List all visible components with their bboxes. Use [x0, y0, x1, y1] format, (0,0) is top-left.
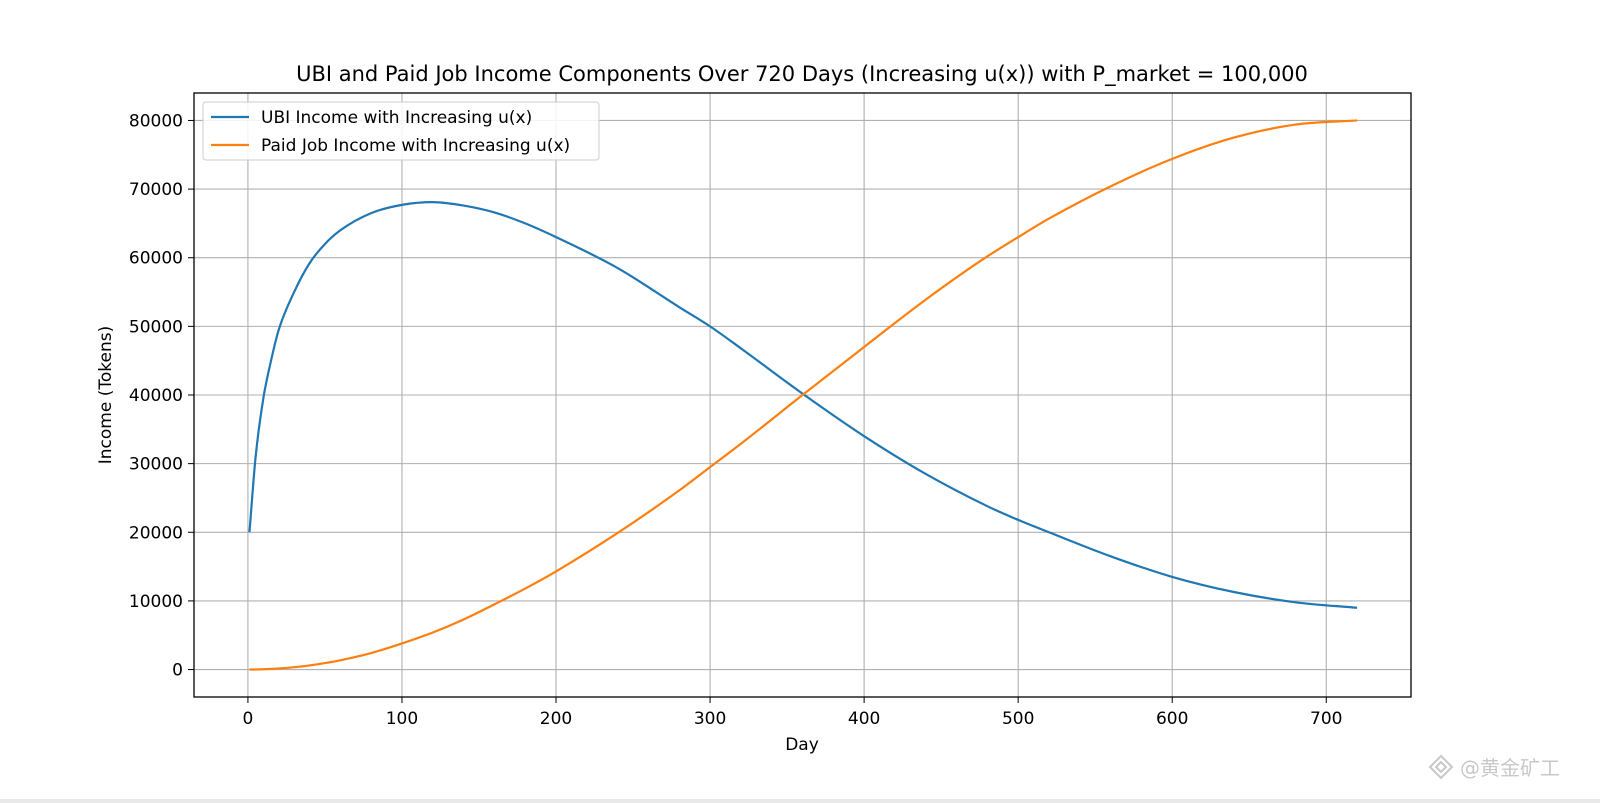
watermark-text: @黄金矿工: [1460, 756, 1560, 780]
x-tick-label: 500: [1002, 709, 1034, 729]
series-layer: [248, 119, 1358, 671]
y-tick-label: 10000: [129, 592, 183, 612]
bottom-divider: [0, 799, 1600, 803]
x-tick-label: 600: [1156, 709, 1188, 729]
axis-ticks: 0 100 200 300 400 500 600 700 0 10000 20000 30000 40…: [129, 111, 1343, 729]
series-line-paid-job-income: [249, 119, 1358, 671]
x-tick-label: 100: [386, 709, 418, 729]
y-tick-label: 20000: [129, 523, 183, 543]
y-tick-label: 50000: [129, 317, 183, 337]
legend-label-paid-job: Paid Job Income with Increasing u(x): [261, 136, 570, 156]
y-tick-label: 60000: [129, 249, 183, 269]
x-tick-label: 200: [540, 709, 572, 729]
y-tick-label: 40000: [129, 386, 183, 406]
x-tick-label: 300: [694, 709, 726, 729]
diamond-logo-icon: [1428, 754, 1454, 779]
y-tick-label: 30000: [129, 455, 183, 475]
y-tick-label: 0: [172, 661, 183, 681]
chart-title: UBI and Paid Job Income Components Over …: [296, 62, 1308, 87]
y-tick-label: 80000: [129, 111, 183, 131]
watermark: @黄金矿工: [1428, 752, 1560, 781]
x-tick-label: 700: [1310, 709, 1342, 729]
legend-label-ubi: UBI Income with Increasing u(x): [261, 108, 532, 128]
y-tick-label: 70000: [129, 180, 183, 200]
x-tick-label: 0: [243, 709, 254, 729]
y-axis-label: Income (Tokens): [96, 326, 116, 464]
x-tick-label: 400: [848, 709, 880, 729]
series-line-ubi-income: [248, 201, 1358, 609]
x-axis-label: Day: [785, 735, 819, 755]
legend: UBI Income with Increasing u(x) Paid Job…: [202, 101, 600, 161]
legend-box: [202, 101, 600, 161]
